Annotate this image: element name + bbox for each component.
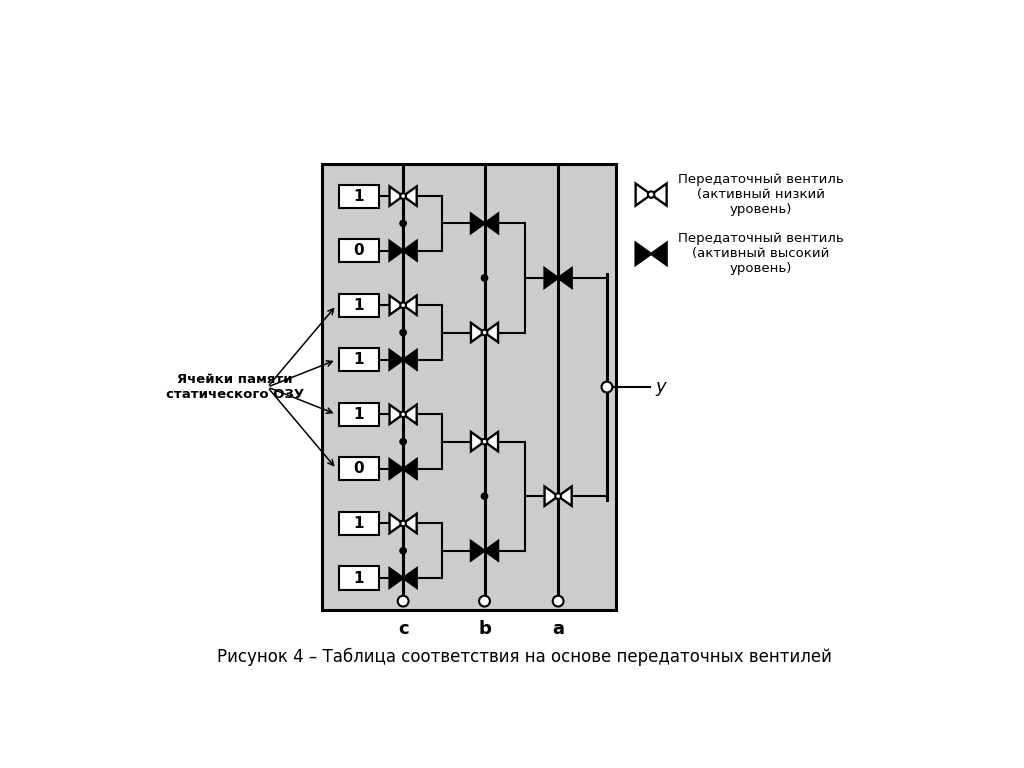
- Circle shape: [601, 382, 612, 392]
- Polygon shape: [403, 187, 417, 206]
- Polygon shape: [471, 214, 484, 233]
- Circle shape: [400, 412, 406, 417]
- Polygon shape: [403, 350, 417, 369]
- Polygon shape: [389, 296, 403, 315]
- Text: 1: 1: [353, 189, 365, 204]
- Polygon shape: [389, 350, 403, 369]
- Polygon shape: [651, 184, 667, 206]
- Text: 1: 1: [353, 516, 365, 531]
- Polygon shape: [403, 568, 417, 588]
- Polygon shape: [389, 405, 403, 424]
- Polygon shape: [471, 541, 484, 561]
- Circle shape: [400, 194, 406, 199]
- Text: 0: 0: [353, 462, 365, 476]
- Circle shape: [481, 439, 487, 445]
- Polygon shape: [389, 241, 403, 260]
- Circle shape: [480, 492, 488, 500]
- Circle shape: [397, 596, 409, 607]
- FancyBboxPatch shape: [339, 402, 379, 426]
- Polygon shape: [651, 243, 667, 265]
- Circle shape: [555, 493, 561, 499]
- Polygon shape: [484, 214, 498, 233]
- Polygon shape: [484, 323, 498, 343]
- Circle shape: [400, 303, 406, 308]
- Polygon shape: [471, 432, 484, 452]
- Polygon shape: [545, 268, 558, 288]
- FancyBboxPatch shape: [339, 458, 379, 481]
- Circle shape: [399, 220, 407, 227]
- Circle shape: [481, 329, 487, 336]
- Polygon shape: [403, 405, 417, 424]
- Polygon shape: [403, 459, 417, 478]
- Text: 1: 1: [353, 407, 365, 422]
- Text: b: b: [478, 621, 490, 638]
- Circle shape: [648, 191, 654, 198]
- Circle shape: [399, 329, 407, 336]
- Polygon shape: [389, 568, 403, 588]
- Polygon shape: [636, 243, 651, 265]
- Text: Ячейки памяти
статического ОЗУ: Ячейки памяти статического ОЗУ: [166, 373, 304, 401]
- FancyBboxPatch shape: [322, 164, 616, 611]
- Polygon shape: [484, 432, 498, 452]
- Polygon shape: [403, 296, 417, 315]
- Polygon shape: [558, 268, 571, 288]
- Polygon shape: [389, 459, 403, 478]
- Circle shape: [399, 438, 407, 445]
- Text: c: c: [397, 621, 409, 638]
- FancyBboxPatch shape: [339, 567, 379, 590]
- Circle shape: [553, 596, 563, 607]
- Text: Рисунок 4 – Таблица соответствия на основе передаточных вентилей: Рисунок 4 – Таблица соответствия на осно…: [217, 647, 833, 666]
- Text: Передаточный вентиль
(активный высокий
уровень): Передаточный вентиль (активный высокий у…: [678, 233, 844, 276]
- Polygon shape: [389, 514, 403, 533]
- Polygon shape: [545, 486, 558, 506]
- FancyBboxPatch shape: [339, 293, 379, 316]
- Polygon shape: [484, 541, 498, 561]
- FancyBboxPatch shape: [339, 512, 379, 535]
- Text: 1: 1: [353, 353, 365, 367]
- Text: a: a: [552, 621, 564, 638]
- Circle shape: [400, 521, 406, 526]
- Text: Передаточный вентиль
(активный низкий
уровень): Передаточный вентиль (активный низкий ур…: [678, 173, 844, 216]
- Circle shape: [480, 274, 488, 282]
- FancyBboxPatch shape: [339, 239, 379, 262]
- Circle shape: [399, 547, 407, 554]
- FancyBboxPatch shape: [339, 184, 379, 207]
- Text: 1: 1: [353, 298, 365, 313]
- Polygon shape: [636, 184, 651, 206]
- Polygon shape: [471, 323, 484, 343]
- Polygon shape: [389, 187, 403, 206]
- Circle shape: [479, 596, 489, 607]
- Polygon shape: [558, 486, 571, 506]
- Text: y: y: [655, 378, 666, 396]
- Text: 0: 0: [353, 243, 365, 258]
- Text: 1: 1: [353, 571, 365, 585]
- FancyBboxPatch shape: [339, 348, 379, 372]
- Polygon shape: [403, 241, 417, 260]
- Polygon shape: [403, 514, 417, 533]
